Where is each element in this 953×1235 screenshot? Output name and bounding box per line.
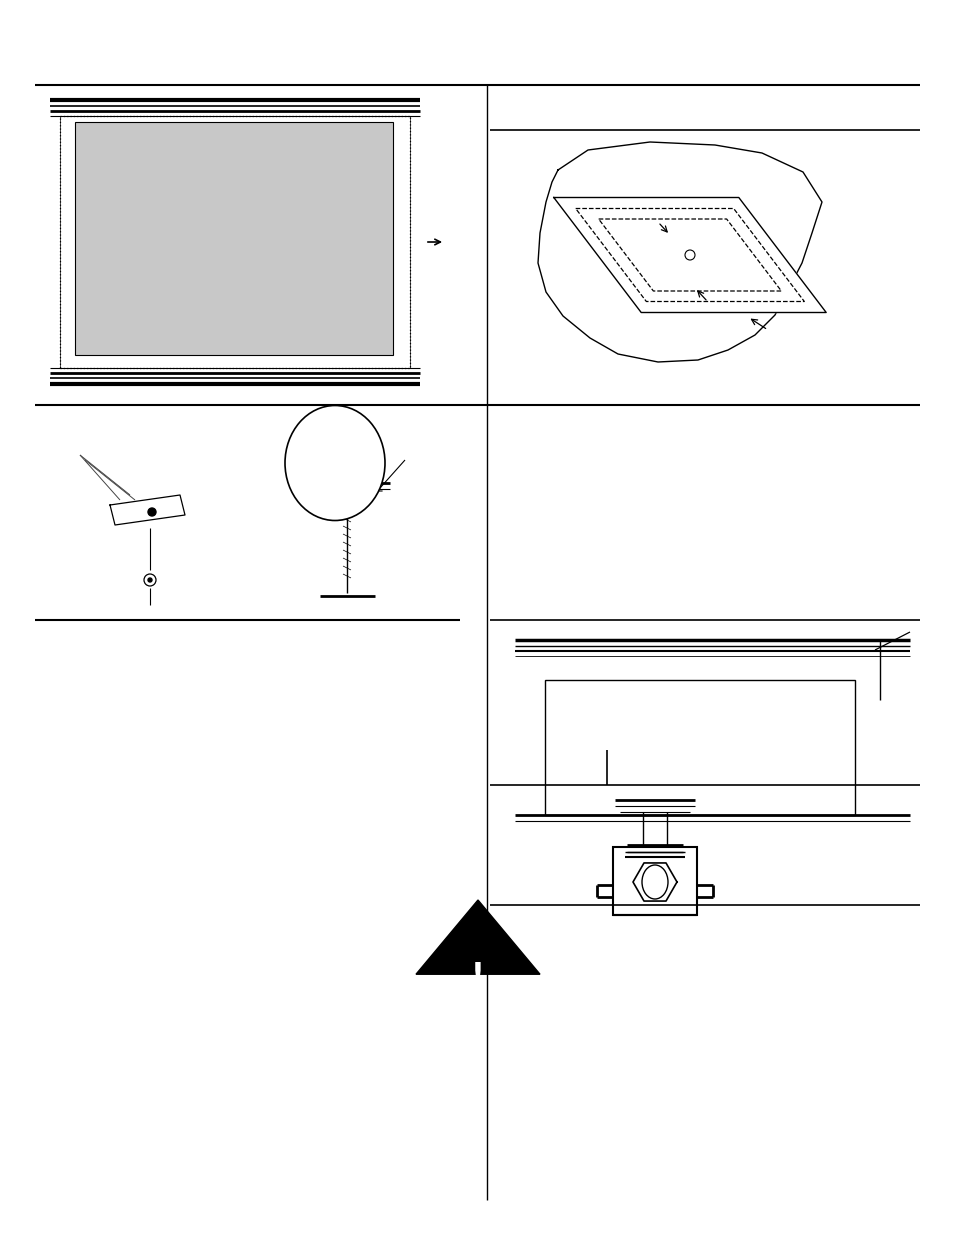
Polygon shape	[416, 900, 539, 974]
Polygon shape	[110, 495, 185, 525]
Circle shape	[148, 578, 152, 582]
Bar	[544, 680, 854, 815]
Polygon shape	[537, 142, 821, 362]
Polygon shape	[554, 198, 825, 312]
Bar	[75, 122, 393, 354]
Circle shape	[148, 508, 156, 516]
Ellipse shape	[285, 405, 385, 520]
Text: !: !	[471, 961, 484, 989]
Bar	[60, 116, 410, 368]
Bar	[613, 847, 697, 915]
Bar	[60, 116, 410, 368]
